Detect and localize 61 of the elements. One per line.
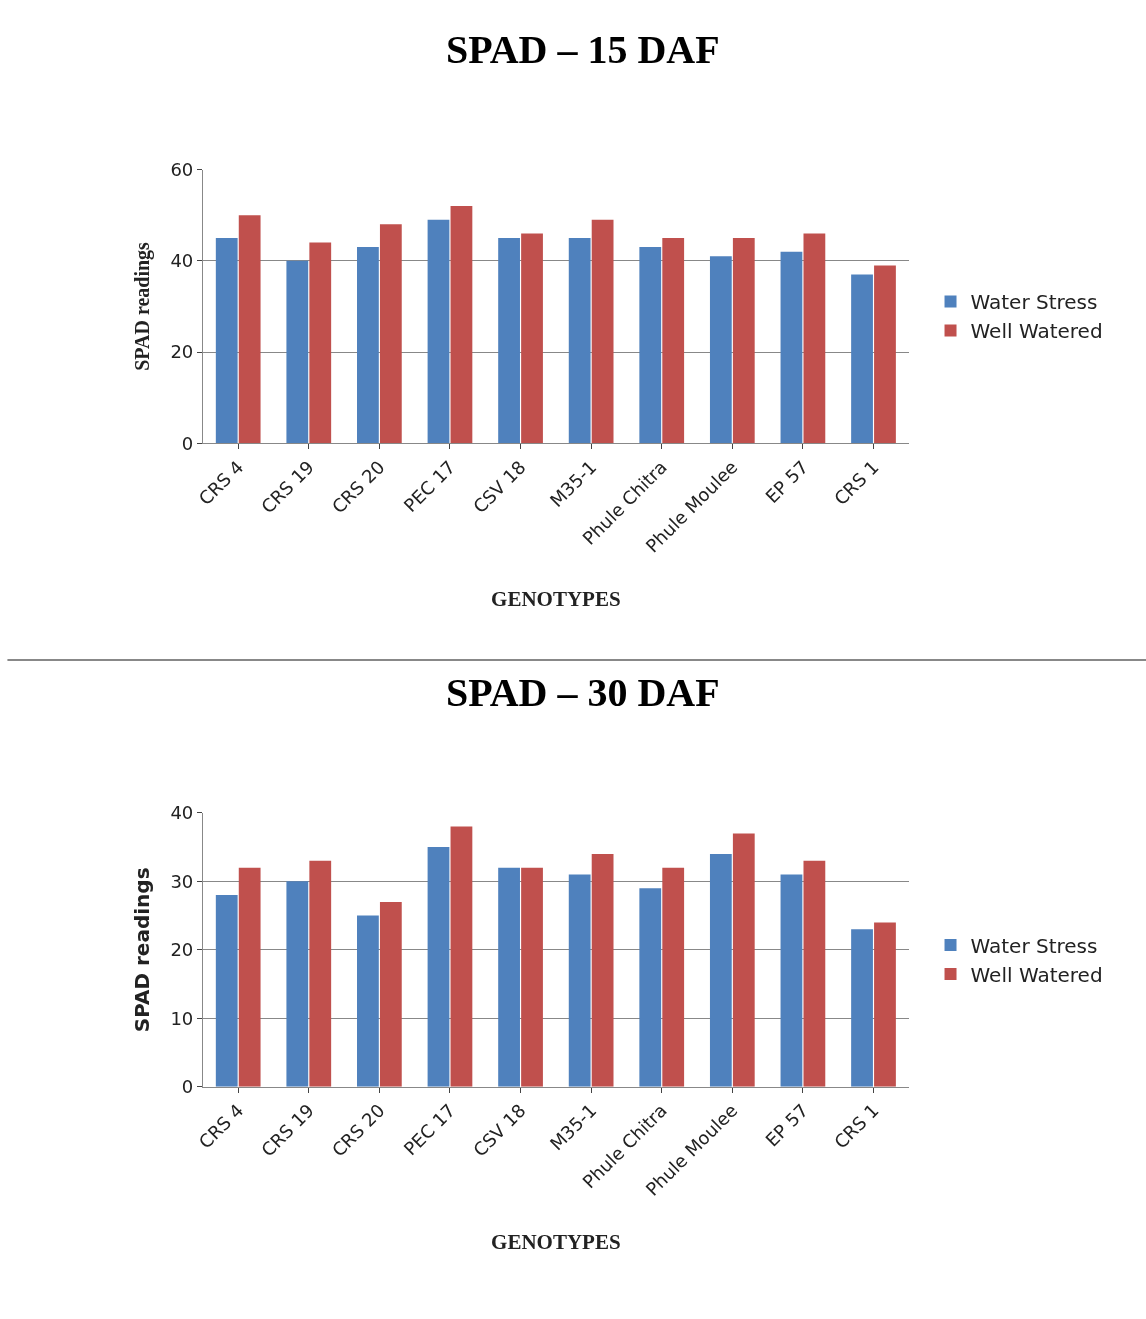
y-tick-label: 0 bbox=[181, 1076, 194, 1098]
x-tick-label: EP 57 bbox=[761, 1099, 813, 1151]
bar bbox=[450, 206, 473, 444]
bar bbox=[662, 867, 685, 1087]
bar bbox=[591, 219, 614, 444]
bar bbox=[357, 247, 379, 444]
bar bbox=[521, 867, 543, 1087]
y-tick-label: 0 bbox=[181, 432, 194, 454]
legend-label: Well Watered bbox=[970, 319, 1103, 344]
bar bbox=[803, 860, 826, 1087]
bar bbox=[568, 874, 591, 1087]
bar bbox=[427, 847, 450, 1087]
bar bbox=[662, 237, 685, 444]
bar bbox=[780, 874, 803, 1087]
y-axis-title: SPAD readings bbox=[130, 241, 154, 371]
bar bbox=[379, 901, 402, 1087]
y-tick-label: 20 bbox=[170, 341, 194, 363]
bar bbox=[238, 215, 261, 444]
legend-label: Well Watered bbox=[970, 962, 1103, 987]
chart-title: SPAD – 15 DAF bbox=[446, 27, 720, 72]
bar bbox=[780, 251, 803, 444]
bar bbox=[357, 915, 379, 1087]
bar bbox=[639, 247, 662, 444]
bar bbox=[874, 922, 896, 1087]
y-tick-label: 30 bbox=[170, 870, 194, 892]
bar bbox=[498, 867, 520, 1087]
bar bbox=[803, 233, 826, 444]
bar bbox=[498, 237, 520, 444]
bar bbox=[639, 888, 662, 1087]
bar bbox=[286, 260, 309, 444]
x-tick-label: EP 57 bbox=[761, 456, 813, 508]
legend-label: Water Stress bbox=[970, 933, 1098, 958]
bar bbox=[709, 256, 732, 444]
bar bbox=[591, 853, 614, 1087]
legend-label: Water Stress bbox=[970, 290, 1098, 315]
y-axis-title: SPAD readings bbox=[129, 867, 154, 1033]
bar bbox=[851, 929, 873, 1087]
bar bbox=[215, 237, 238, 444]
y-tick-label: 40 bbox=[170, 802, 194, 824]
y-tick-label: 10 bbox=[170, 1007, 194, 1029]
bar bbox=[238, 867, 261, 1087]
bar bbox=[521, 233, 543, 444]
bar bbox=[309, 242, 332, 444]
bar bbox=[874, 265, 896, 444]
bar bbox=[379, 224, 402, 444]
bar bbox=[732, 237, 755, 444]
bar bbox=[286, 881, 309, 1087]
bar bbox=[732, 833, 755, 1087]
bar bbox=[568, 237, 591, 444]
bar bbox=[309, 860, 332, 1087]
x-axis-title: GENOTYPES bbox=[491, 1230, 621, 1255]
bar bbox=[427, 219, 450, 444]
y-tick-label: 60 bbox=[170, 158, 194, 180]
y-tick-label: 40 bbox=[170, 250, 194, 272]
bar bbox=[851, 274, 873, 444]
y-tick-label: 20 bbox=[170, 939, 194, 961]
chart-title: SPAD – 30 DAF bbox=[446, 670, 720, 715]
bar bbox=[709, 853, 732, 1087]
x-axis-title: GENOTYPES bbox=[491, 586, 621, 611]
bar bbox=[215, 895, 238, 1087]
bar bbox=[450, 826, 473, 1087]
